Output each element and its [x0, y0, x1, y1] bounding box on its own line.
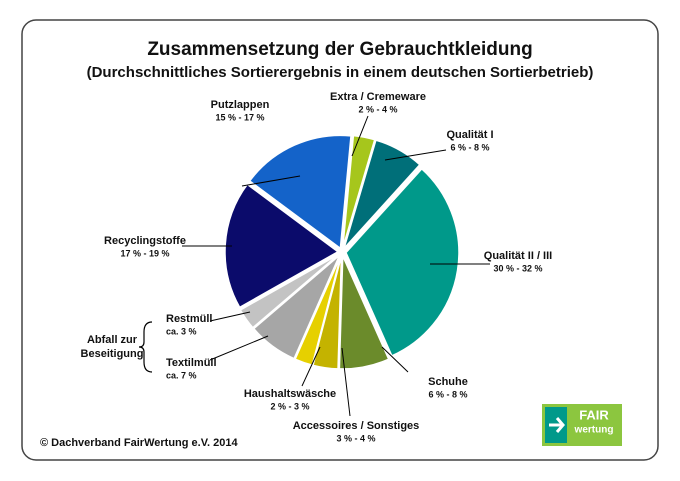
pie-slice [342, 134, 376, 249]
value-label: 15 % - 17 % [215, 112, 264, 122]
pie-slice [312, 255, 343, 370]
group-label: Abfall zur [87, 334, 138, 346]
slice-label: Recyclingstoffe [104, 235, 186, 247]
value-label: 2 % - 3 % [270, 401, 309, 411]
value-label: ca. 7 % [166, 370, 197, 380]
pie-slice [224, 183, 340, 309]
value-label: 6 % - 8 % [450, 142, 489, 152]
group-label: Beseitigung [81, 348, 144, 360]
slice-label: Textilmüll [166, 357, 217, 369]
pie-slice [239, 253, 340, 329]
chart-title: Zusammensetzung der Gebrauchtkleidung [147, 39, 532, 60]
leader-line [209, 335, 269, 361]
leader-line [341, 347, 351, 417]
pie-slice [252, 254, 341, 360]
chart-subtitle: (Durchschnittliches Sortierergebnis in e… [87, 64, 594, 81]
value-label: 3 % - 4 % [336, 433, 375, 443]
pie-slice [343, 139, 421, 250]
bracket [138, 321, 153, 373]
slice-label: Restmüll [166, 313, 212, 325]
value-label: 17 % - 19 % [120, 248, 169, 258]
slice-label: Schuhe [428, 376, 468, 388]
pie-slice [338, 255, 390, 370]
pie-slice [345, 167, 460, 357]
leader-line [301, 346, 321, 387]
slice-label: Extra / Cremeware [330, 91, 426, 103]
pie-slice [248, 134, 352, 250]
slice-label: Accessoires / Sonstiges [293, 420, 420, 432]
leader-line [241, 175, 301, 187]
value-label: 30 % - 32 % [493, 263, 542, 273]
slice-label: Putzlappen [211, 99, 270, 111]
source: © Dachverband FairWertung e.V. 2014 [40, 437, 239, 449]
logo-arrow [549, 417, 565, 433]
value-label: 2 % - 4 % [358, 104, 397, 114]
value-label: 6 % - 8 % [428, 389, 467, 399]
leader-line [209, 311, 251, 322]
slice-label: Qualität II / III [484, 250, 552, 262]
pie-slice [294, 255, 342, 367]
leader-line [351, 115, 369, 157]
slice-label: Haushaltswäsche [244, 388, 336, 400]
slice-label: Qualität I [446, 129, 493, 141]
value-label: ca. 3 % [166, 326, 197, 336]
logo-text: FAIR [579, 407, 609, 422]
leader-line [381, 346, 409, 373]
leader-line [384, 149, 447, 161]
logo: FAIR wertung [542, 404, 622, 446]
logo-text: wertung [574, 425, 614, 436]
